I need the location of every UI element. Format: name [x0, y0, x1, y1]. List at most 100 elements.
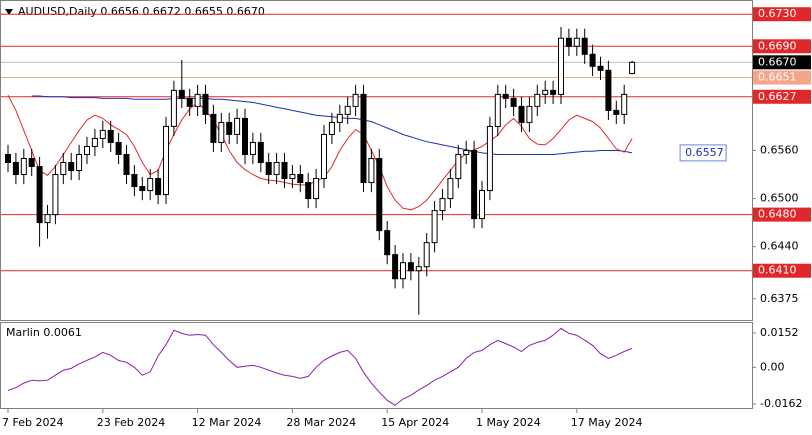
- candle-body: [384, 230, 391, 256]
- level-label-bg: [753, 263, 811, 278]
- candle-body: [36, 166, 43, 224]
- candle-body: [84, 145, 90, 155]
- candle-body: [423, 242, 430, 268]
- candle-body: [573, 37, 580, 47]
- candle-body: [486, 125, 493, 192]
- y-tick-label: 0.0152: [760, 326, 799, 339]
- candle-body: [186, 97, 193, 107]
- x-tick-label: 12 Mar 2024: [192, 416, 262, 429]
- candle-body: [91, 137, 98, 147]
- candle-body: [115, 141, 122, 155]
- y-tick-label: 0.6560: [760, 143, 799, 156]
- candle-body: [376, 157, 383, 232]
- candle-body: [621, 93, 628, 115]
- main-panel: [0, 0, 753, 321]
- candle-body: [550, 89, 557, 95]
- candle-body: [463, 149, 470, 155]
- oscillator-panel: [0, 322, 753, 409]
- level-label-bg: [753, 70, 811, 85]
- x-tick-label: 7 Feb 2024: [2, 416, 63, 429]
- candle-body: [60, 162, 67, 176]
- candle-body: [20, 157, 27, 176]
- candle-body: [202, 93, 209, 115]
- ma-marker-box: [679, 144, 727, 162]
- candle-body: [510, 97, 517, 107]
- candle-body: [360, 93, 367, 184]
- candle-body: [479, 190, 485, 220]
- y-tick-label: 0.00: [760, 360, 785, 373]
- candle-body: [234, 117, 241, 135]
- candle-body: [494, 93, 501, 127]
- candle-body: [415, 266, 422, 272]
- candle-body: [242, 117, 248, 155]
- candle-body: [178, 89, 185, 99]
- candle-body: [344, 105, 351, 115]
- level-label: 0.6410: [758, 264, 797, 277]
- oscillator-title: Marlin 0.0061: [6, 326, 82, 339]
- x-tick-label: 23 Feb 2024: [97, 416, 165, 429]
- candle-body: [439, 198, 446, 212]
- level-label-bg: [753, 7, 811, 22]
- candle-body: [281, 162, 288, 180]
- candle-body: [28, 157, 35, 168]
- candle-body: [447, 178, 454, 200]
- candle-body: [400, 262, 406, 280]
- candle-body: [76, 153, 83, 172]
- candle-body: [305, 182, 312, 200]
- current-price-bg: [753, 55, 811, 70]
- level-label-bg: [753, 39, 811, 54]
- candle-body: [352, 93, 359, 107]
- candle-body: [581, 37, 588, 55]
- candle-body: [68, 162, 75, 172]
- candle-body: [558, 37, 564, 95]
- ma-marker-label: 0.6557: [685, 146, 724, 159]
- candle-body: [155, 178, 162, 196]
- candle-body: [99, 129, 106, 139]
- oscillator-line: [7, 327, 633, 406]
- candle-body: [257, 141, 264, 164]
- y-tick-label: 0.6375: [760, 292, 799, 305]
- level-label: 0.6480: [758, 208, 797, 221]
- candle-body: [597, 65, 604, 71]
- candle-body: [502, 93, 509, 99]
- candle-body: [139, 186, 146, 192]
- candle-body: [249, 141, 256, 155]
- candle-body: [218, 121, 225, 143]
- x-tick-label: 15 Apr 2024: [381, 416, 449, 429]
- moving-average: [7, 94, 633, 211]
- y-tick-label: 0.6500: [760, 192, 799, 205]
- level-label: 0.6690: [758, 39, 797, 52]
- candle-body: [265, 162, 272, 176]
- candle-body: [392, 254, 399, 280]
- candle-body: [542, 89, 549, 95]
- level-label-bg: [753, 89, 811, 104]
- candle-body: [273, 162, 280, 176]
- menu-icon[interactable]: [5, 9, 13, 15]
- candle-body: [5, 153, 11, 164]
- candle-body: [52, 174, 59, 216]
- candle-body: [194, 93, 201, 107]
- candle-body: [210, 113, 217, 143]
- level-label: 0.6651: [758, 71, 797, 84]
- x-tick-label: 28 Mar 2024: [286, 416, 356, 429]
- level-label-bg: [753, 207, 811, 222]
- candle-body: [629, 61, 636, 75]
- candle-body: [12, 162, 19, 176]
- candle-body: [455, 153, 462, 180]
- candle-body: [471, 149, 478, 220]
- candle-body: [313, 178, 320, 200]
- level-label: 0.6730: [758, 7, 797, 20]
- candle-body: [170, 89, 177, 127]
- candle-body: [131, 174, 138, 188]
- y-tick-label: -0.0162: [760, 397, 802, 410]
- candle-body: [289, 174, 296, 180]
- chart-title: AUDUSD,Daily 0.6656 0.6672 0.6655 0.6670: [18, 5, 265, 18]
- x-tick-label: 17 May 2024: [571, 416, 643, 429]
- candle-body: [336, 113, 343, 123]
- candle-body: [297, 174, 304, 184]
- candle-body: [613, 109, 620, 115]
- candle-body: [147, 178, 154, 192]
- candle-body: [368, 157, 375, 184]
